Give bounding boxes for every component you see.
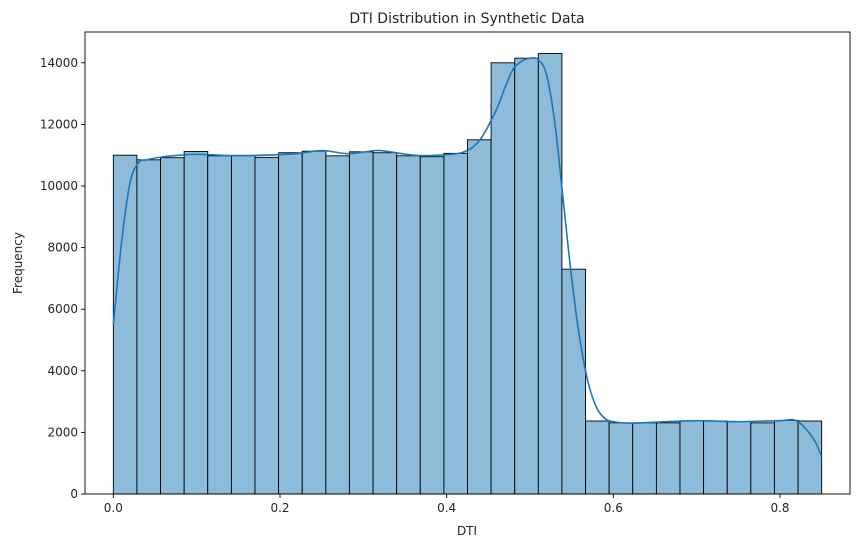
x-tick-label: 0.2	[270, 501, 289, 515]
x-axis: 0.0 0.2 0.4 0.6 0.8	[104, 494, 790, 515]
histogram-bar	[750, 422, 775, 495]
y-tick-label: 0	[70, 487, 78, 501]
histogram-bar	[136, 159, 162, 495]
x-tick-label: 0.0	[104, 501, 123, 515]
histogram-bar	[679, 420, 705, 495]
histogram-bar	[585, 420, 610, 495]
y-tick-label: 4000	[47, 364, 78, 378]
x-tick-label: 0.6	[604, 501, 623, 515]
histogram-bar	[537, 53, 563, 495]
histogram-bar	[514, 57, 539, 495]
histogram-bar	[443, 152, 468, 495]
histogram-bar	[396, 155, 421, 495]
histogram-bar	[372, 152, 398, 495]
histogram-bars	[112, 53, 823, 495]
y-tick-label: 10000	[40, 179, 78, 193]
x-tick-label: 0.4	[437, 501, 456, 515]
histogram-bar	[325, 155, 350, 495]
y-tick-label: 2000	[47, 425, 78, 439]
y-tick-label: 8000	[47, 241, 78, 255]
histogram-bar	[490, 62, 516, 495]
chart-title: DTI Distribution in Synthetic Data	[349, 11, 584, 27]
histogram-bar	[773, 419, 799, 495]
y-axis: 0 2000 4000 6000 8000 10000 12000 14000	[40, 56, 85, 501]
histogram-bar	[632, 422, 657, 495]
histogram-bar	[561, 268, 587, 495]
histogram-bar	[278, 152, 303, 495]
histogram-bar	[608, 422, 634, 495]
histogram-bar	[419, 156, 445, 495]
histogram-bar	[183, 151, 209, 495]
y-tick-label: 14000	[40, 56, 78, 70]
histogram-bar	[254, 156, 280, 495]
histogram-bar	[160, 157, 185, 495]
histogram-bar	[703, 420, 728, 495]
x-axis-label: DTI	[457, 524, 477, 538]
plot-frame	[84, 31, 851, 495]
histogram-bar	[207, 155, 232, 495]
histogram-bar	[230, 155, 256, 495]
y-axis-label: Frequency	[11, 232, 25, 294]
histogram-bar	[348, 151, 374, 495]
histogram-bar	[655, 422, 681, 495]
x-tick-label: 0.8	[770, 501, 789, 515]
histogram-bar	[797, 420, 823, 495]
y-tick-label: 6000	[47, 302, 78, 316]
y-tick-label: 12000	[40, 117, 78, 131]
histogram-bar	[726, 421, 752, 495]
histogram-bar	[467, 139, 492, 495]
histogram-bar	[301, 150, 327, 495]
kde-curve	[112, 56, 823, 458]
histogram-bar	[112, 154, 138, 495]
